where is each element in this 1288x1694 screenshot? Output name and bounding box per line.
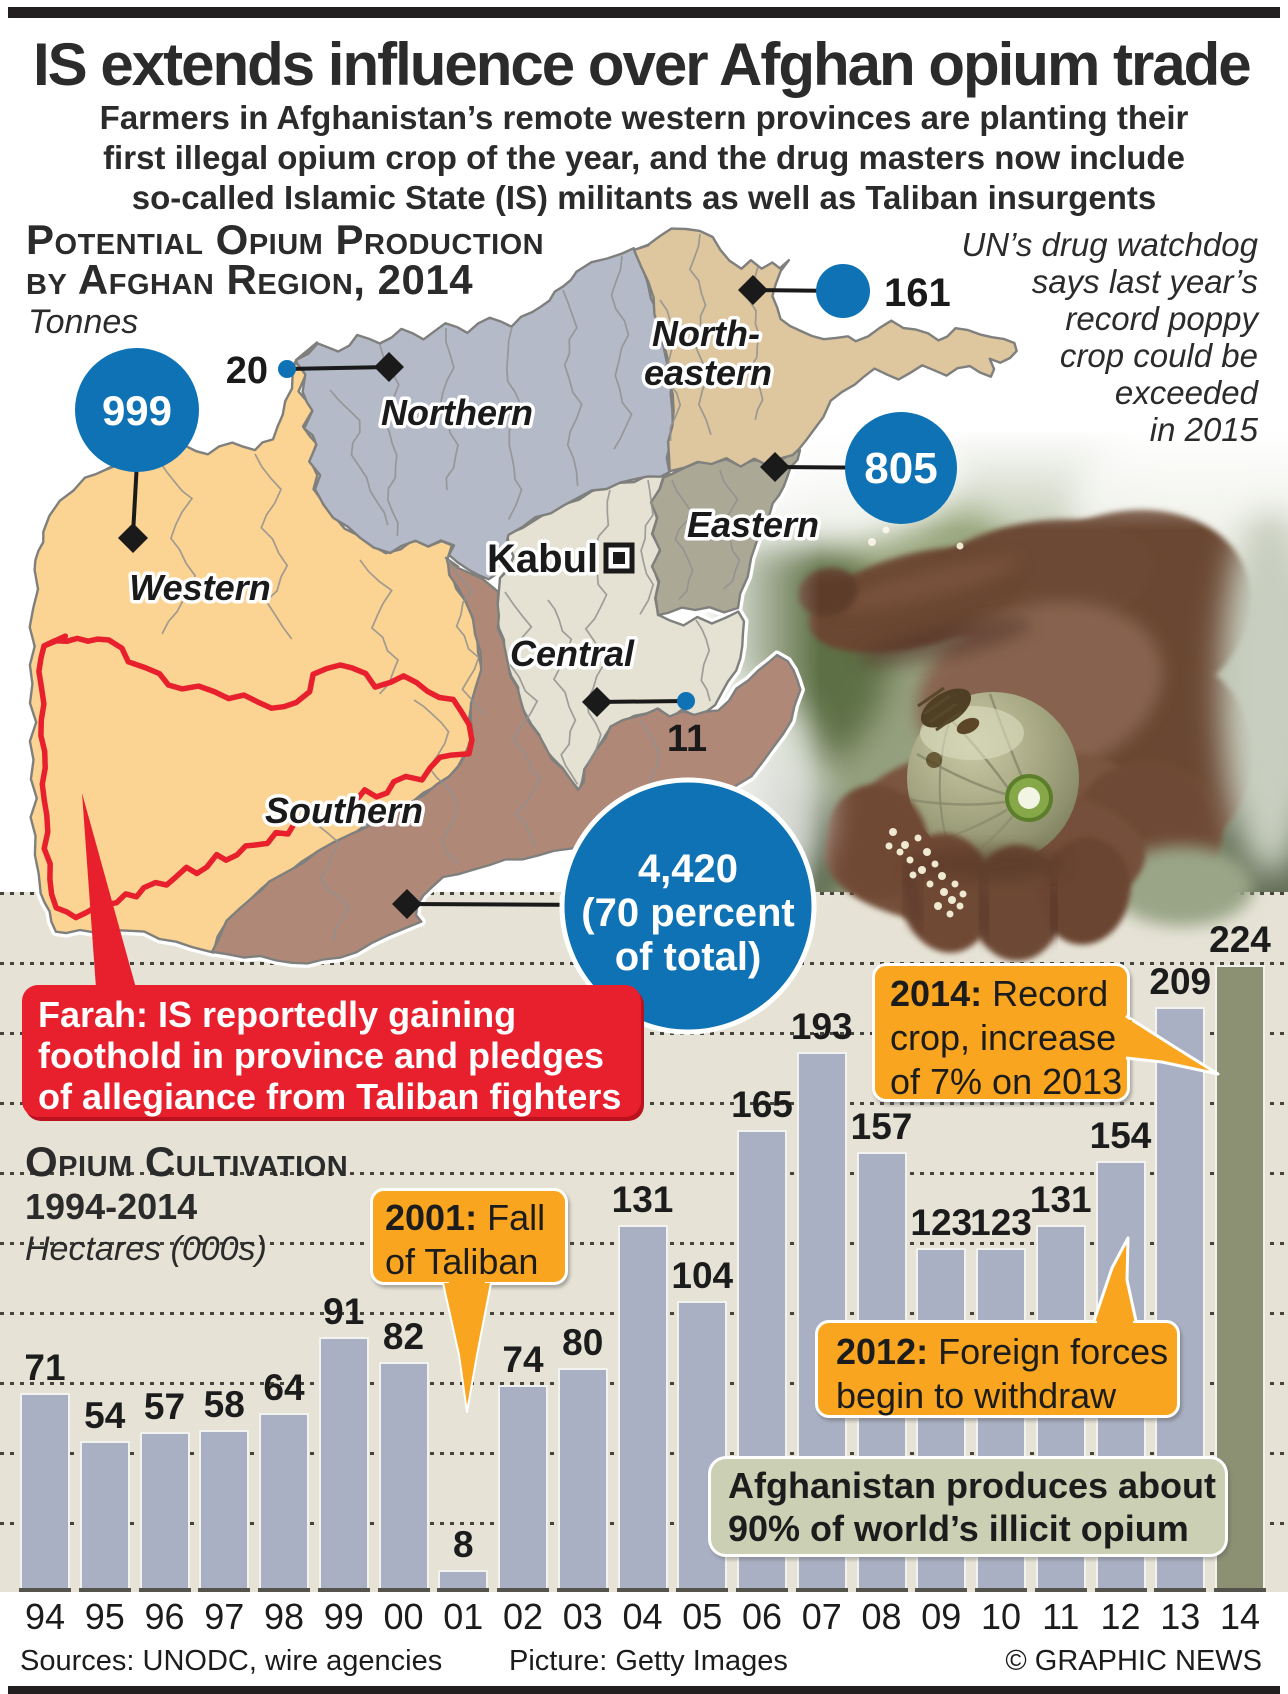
svg-text:Western: Western	[129, 567, 270, 608]
svg-text:(70 percent: (70 percent	[581, 891, 794, 935]
svg-text:Kabul: Kabul	[487, 537, 598, 581]
svg-text:4,420: 4,420	[638, 847, 738, 891]
svg-text:999: 999	[102, 387, 172, 434]
svg-text:Northern: Northern	[381, 392, 533, 433]
svg-text:161: 161	[884, 271, 951, 315]
svg-text:eastern: eastern	[644, 352, 772, 393]
svg-text:Southern: Southern	[265, 790, 423, 831]
svg-text:805: 805	[864, 444, 937, 493]
svg-text:North-: North-	[652, 313, 760, 354]
svg-text:11: 11	[667, 718, 707, 760]
svg-text:of total): of total)	[615, 935, 762, 979]
svg-text:20: 20	[226, 350, 268, 392]
svg-text:Eastern: Eastern	[687, 504, 819, 545]
svg-text:Central: Central	[510, 633, 635, 674]
